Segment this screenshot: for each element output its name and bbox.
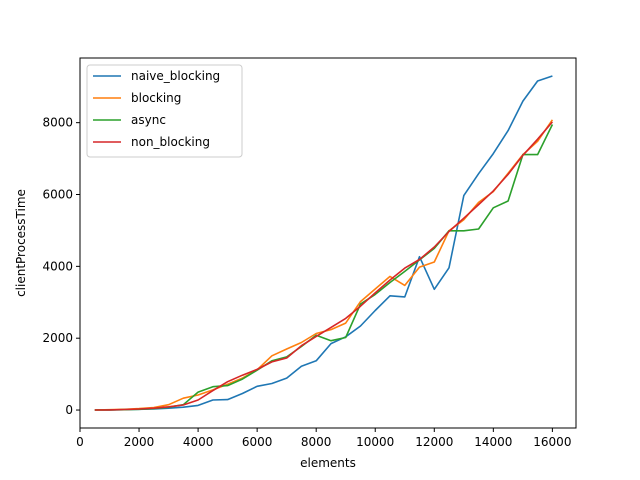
legend-label-naive_blocking: naive_blocking — [131, 69, 220, 83]
x-tick-label: 4000 — [183, 435, 214, 449]
x-tick-label: 8000 — [301, 435, 332, 449]
legend-label-async: async — [131, 113, 166, 127]
legend: naive_blocking blocking async non_blocking — [86, 64, 243, 158]
x-axis-ticks: 0 2000 4000 6000 8000 10000 12000 14000 16000 — [76, 428, 571, 449]
y-tick-label: 6000 — [42, 188, 73, 202]
legend-label-non_blocking: non_blocking — [131, 135, 210, 149]
plot-frame — [79, 57, 577, 429]
x-tick-label: 14000 — [474, 435, 512, 449]
x-tick-label: 12000 — [415, 435, 453, 449]
x-axis-label: elements — [300, 456, 356, 470]
x-tick-label: 10000 — [356, 435, 394, 449]
series-line-naive_blocking — [94, 75, 553, 411]
legend-label-blocking: blocking — [131, 91, 181, 105]
y-tick-label: 4000 — [42, 259, 73, 273]
y-tick-label: 8000 — [42, 116, 73, 130]
y-axis-label: clientProcessTime — [14, 189, 28, 297]
x-tick-label: 2000 — [124, 435, 155, 449]
series-layer — [94, 75, 554, 411]
y-axis-ticks: 0 2000 4000 6000 8000 — [42, 116, 80, 417]
series-line-non_blocking — [94, 121, 554, 411]
x-tick-label: 0 — [76, 435, 84, 449]
x-tick-label: 16000 — [533, 435, 571, 449]
y-tick-label: 2000 — [42, 331, 73, 345]
x-tick-label: 6000 — [242, 435, 273, 449]
y-tick-label: 0 — [65, 403, 73, 417]
legend-box — [86, 64, 243, 158]
